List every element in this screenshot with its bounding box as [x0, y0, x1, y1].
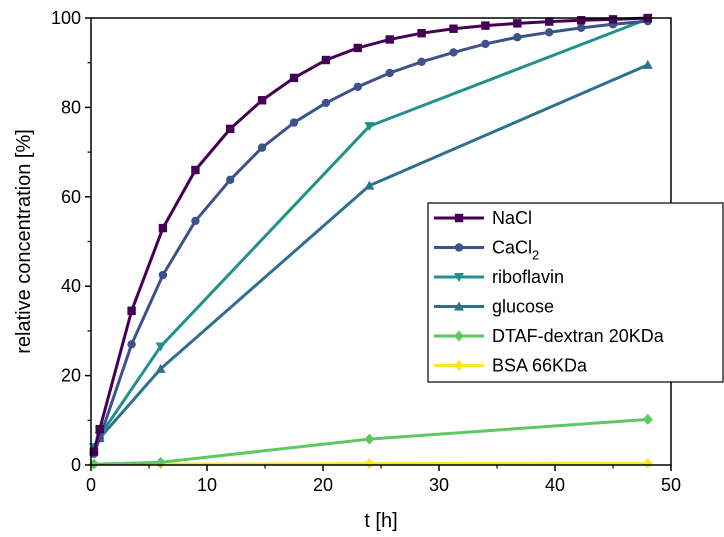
series-line — [93, 417, 648, 466]
legend-swatch-marker — [454, 360, 464, 371]
data-point — [289, 73, 299, 83]
data-point — [321, 98, 331, 108]
data-point — [127, 306, 136, 315]
legend-label-text: riboflavin — [492, 267, 564, 287]
legend-item: CaCl2 — [434, 238, 539, 263]
data-point — [257, 143, 267, 152]
data-point — [127, 340, 136, 349]
data-point — [158, 270, 168, 280]
legend-label-text: glucose — [492, 297, 554, 317]
legend-label: NaCl — [492, 208, 532, 228]
axes: 0 10 20 30 40 50 0 20 40 60 80 100 — [51, 8, 681, 495]
data-point — [289, 118, 299, 127]
data-point — [155, 456, 166, 468]
data-point — [449, 48, 458, 57]
data-point — [449, 24, 458, 33]
legend-label: glucose — [492, 297, 554, 317]
legend-label-text: BSA 66KDa — [492, 356, 588, 376]
legend-label: riboflavin — [492, 267, 564, 287]
data-point — [191, 216, 200, 226]
data-point — [89, 447, 99, 456]
legend-item: glucose — [434, 297, 554, 317]
legend-swatch-marker — [454, 213, 464, 223]
data-point — [481, 21, 490, 30]
data-point — [95, 425, 104, 434]
data-point — [481, 39, 490, 49]
legend-swatch-marker — [454, 330, 464, 342]
series-nacl — [89, 13, 652, 456]
legend-item: DTAF-dextran 20KDa — [434, 326, 665, 346]
data-point — [417, 57, 426, 67]
data-point — [608, 15, 618, 24]
legend-label: BSA 66KDa — [492, 356, 588, 376]
series-dtaf-dextran-20kda — [88, 413, 653, 470]
data-point — [385, 68, 394, 78]
data-point — [155, 342, 166, 352]
legend-swatch-marker — [454, 273, 464, 282]
legend-item: BSA 66KDa — [434, 356, 588, 376]
legend-item: riboflavin — [434, 267, 564, 287]
data-point — [158, 223, 168, 233]
legend-label-subscript: 2 — [532, 248, 539, 263]
data-point — [364, 180, 375, 190]
data-point — [513, 33, 522, 42]
data-point — [576, 23, 586, 33]
x-axis-label: t [h] — [364, 510, 397, 532]
data-point — [545, 28, 554, 37]
data-point — [364, 433, 375, 445]
data-point — [353, 82, 362, 92]
data-point — [226, 175, 235, 185]
data-point — [257, 96, 267, 105]
legend-label: CaCl2 — [492, 238, 539, 263]
data-point — [642, 413, 653, 425]
data-point — [155, 363, 166, 373]
x-tick-label: 0 — [86, 475, 96, 495]
data-point — [226, 124, 235, 134]
data-point — [364, 122, 375, 132]
legend: NaCl CaCl2 riboflavin glucose DTAF-dextran 2… — [427, 202, 724, 383]
legend-label-text: DTAF-dextran 20KDa — [492, 326, 665, 346]
data-point — [364, 458, 375, 470]
x-tick-label: 20 — [313, 475, 333, 495]
data-point — [191, 165, 200, 175]
legend-item: NaCl — [434, 208, 532, 228]
legend-swatch-marker — [454, 301, 464, 311]
y-tick-label: 100 — [51, 8, 81, 28]
y-tick-label: 60 — [61, 187, 81, 207]
legend-label-text: CaCl — [492, 238, 532, 258]
legend-label: DTAF-dextran 20KDa — [492, 326, 665, 346]
legend-box — [427, 202, 724, 383]
y-tick-label: 20 — [61, 366, 81, 386]
data-point — [513, 19, 522, 28]
data-point — [353, 43, 362, 53]
data-point — [576, 16, 586, 25]
x-tick-label: 10 — [197, 475, 217, 495]
y-tick-label: 80 — [61, 97, 81, 117]
y-tick-label: 40 — [61, 276, 81, 296]
data-point — [545, 17, 554, 26]
x-tick-label: 40 — [545, 475, 565, 495]
data-point — [417, 28, 426, 38]
data-point — [385, 35, 394, 44]
data-point — [642, 59, 653, 69]
legend-label-text: NaCl — [492, 208, 532, 228]
x-tick-label: 30 — [429, 475, 449, 495]
y-axis-label: relative concentration [%] — [13, 129, 35, 354]
x-tick-label: 50 — [661, 475, 681, 495]
y-tick-label: 0 — [71, 455, 81, 475]
data-point — [642, 457, 653, 469]
legend-swatch-marker — [454, 243, 464, 252]
data-point — [321, 55, 331, 65]
